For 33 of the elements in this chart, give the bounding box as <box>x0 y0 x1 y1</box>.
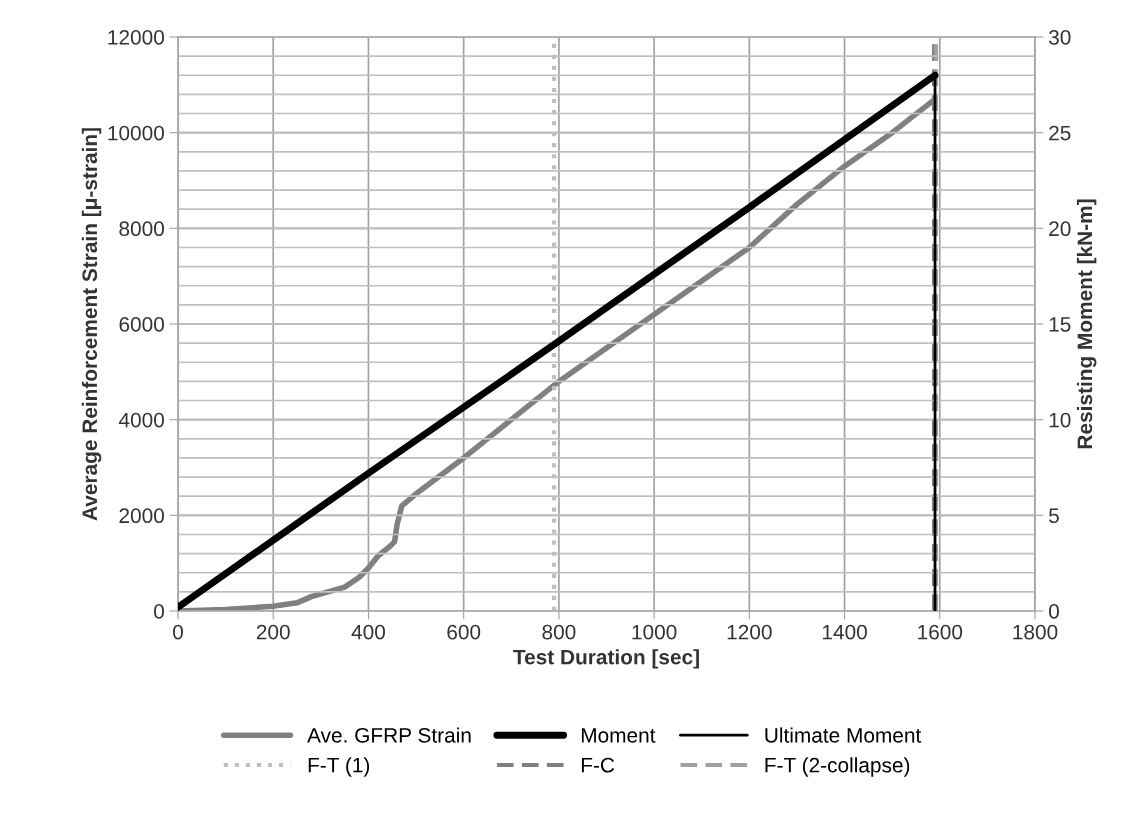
x-tick-label: 1800 <box>1013 624 1058 640</box>
y2-tick-label: 5 <box>1049 508 1059 524</box>
legend-label: Ave. GFRP Strain <box>307 727 471 743</box>
y-tick-label: 6000 <box>119 317 164 332</box>
y2-tick-label: 20 <box>1049 221 1071 237</box>
y-tick-label: 0 <box>154 604 164 619</box>
y-tick-label: 2000 <box>119 508 164 524</box>
x-tick-label: 1200 <box>727 624 772 640</box>
y-tick-label: 4000 <box>118 412 164 428</box>
y2-tick-label: 0 <box>1049 604 1059 619</box>
y2-tick-label: 30 <box>1048 30 1071 45</box>
y2-tick-label: 15 <box>1049 317 1071 332</box>
x-tick-label: 200 <box>256 624 290 640</box>
y-tick-label: 10000 <box>108 125 164 141</box>
x-tick-label: 1600 <box>918 624 963 640</box>
x-tick-label: 0 <box>173 624 183 640</box>
y-axis-title: Average Reinforcement Strain [μ-strain] <box>81 128 102 521</box>
x-tick-label: 1000 <box>632 624 677 640</box>
x-tick-label: 600 <box>447 624 481 640</box>
y2-axis-title: Resisting Moment [kN-m] <box>1076 199 1097 449</box>
x-tick-label: 1400 <box>822 624 867 640</box>
legend-label: Moment <box>581 728 656 743</box>
legend-label: F-T (2-collapse) <box>765 757 910 777</box>
y2-tick-label: 25 <box>1049 125 1071 141</box>
y-tick-label: 12000 <box>108 30 164 45</box>
x-tick-label: 800 <box>542 624 576 640</box>
y2-tick-label: 10 <box>1049 412 1071 428</box>
legend-label: F-T (1) <box>308 757 370 777</box>
legend-label: F-C <box>581 757 615 773</box>
legend-label: Ultimate Moment <box>765 727 922 743</box>
x-axis-title: Test Duration [sec] <box>513 649 699 669</box>
x-tick-label: 400 <box>351 624 386 640</box>
y-tick-label: 8000 <box>119 221 164 237</box>
